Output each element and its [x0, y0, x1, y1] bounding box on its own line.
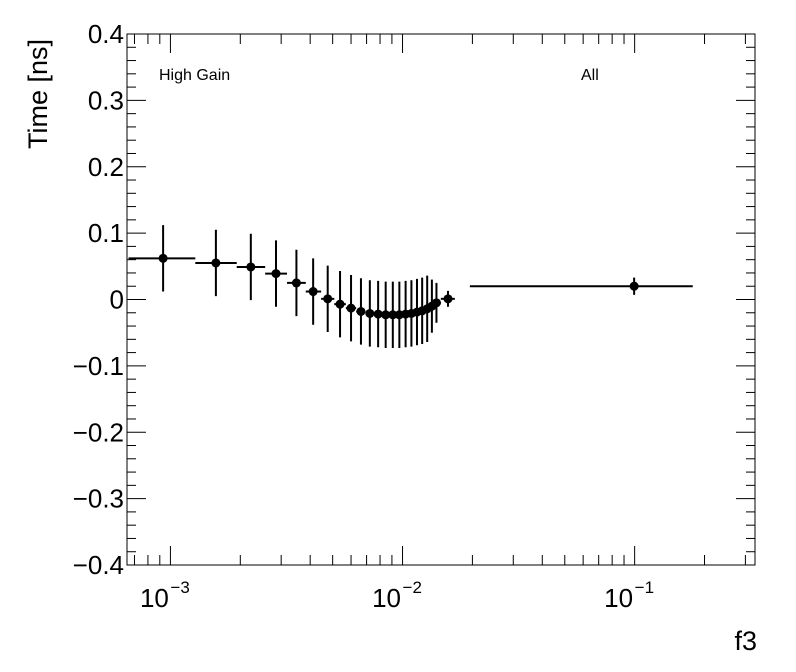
y-tick-label: 0.1	[88, 218, 124, 248]
data-point	[469, 277, 693, 295]
data-point	[345, 274, 357, 342]
point-marker	[388, 310, 398, 320]
data-point	[195, 229, 237, 297]
point-marker	[211, 258, 221, 268]
y-tick-label: 0	[110, 285, 124, 315]
point-marker	[323, 294, 333, 304]
all-annotation: All	[581, 67, 599, 84]
x-tick-label-base: 10	[372, 583, 401, 613]
data-point	[381, 281, 391, 348]
point-marker	[246, 262, 256, 272]
data-point	[356, 278, 366, 345]
x-tick-label: 10 −3	[140, 578, 190, 613]
data-point	[431, 282, 441, 323]
y-axis-label: Time [ns]	[23, 39, 53, 149]
point-marker	[431, 298, 441, 308]
x-tick-label-base: 10	[140, 583, 169, 613]
data-point	[287, 249, 306, 317]
y-tick-label: 0.2	[88, 152, 124, 182]
y-tick-label: −0.4	[73, 550, 124, 580]
data-point	[265, 240, 288, 307]
point-marker	[629, 281, 639, 291]
point-marker	[291, 278, 301, 288]
x-axis-label: f3	[734, 626, 757, 656]
point-marker	[381, 310, 391, 320]
x-tick-label: 10 −2	[372, 578, 422, 613]
y-tick-label: −0.2	[73, 417, 124, 447]
y-tick-label: −0.1	[73, 351, 124, 381]
point-marker	[365, 308, 375, 318]
y-tick-label: 0.3	[88, 85, 124, 115]
x-tick-label: 10 −1	[604, 578, 654, 613]
data-point	[236, 233, 266, 301]
x-tick-labels: 10 −3 10 −2 10 −1	[140, 578, 654, 613]
data-point	[440, 290, 455, 307]
point-marker	[356, 306, 366, 316]
data-point	[128, 225, 196, 292]
data-point	[365, 280, 375, 347]
point-marker	[443, 294, 453, 304]
x-tick-label-base: 10	[604, 583, 633, 613]
x-tick-label-exponent: −1	[635, 578, 654, 597]
data-markers	[128, 225, 693, 348]
y-tick-labels: 0.4 0.3 0.2 0.1 0 −0.1 −0.2 −0.3 −0.4	[73, 19, 124, 580]
data-point	[373, 280, 383, 348]
data-point	[334, 270, 346, 338]
y-tick-label: −0.3	[73, 484, 124, 514]
high-gain-annotation: High Gain	[159, 67, 230, 84]
point-marker	[346, 303, 356, 313]
point-marker	[271, 269, 281, 279]
point-marker	[373, 309, 383, 319]
y-tick-label: 0.4	[88, 19, 124, 49]
axis-ticks	[127, 33, 755, 566]
point-marker	[308, 287, 318, 297]
data-point	[321, 265, 335, 333]
x-tick-label-exponent: −3	[170, 578, 189, 597]
x-tick-label-exponent: −2	[403, 578, 422, 597]
point-marker	[335, 299, 345, 309]
point-marker	[158, 253, 168, 263]
data-point	[305, 258, 322, 325]
